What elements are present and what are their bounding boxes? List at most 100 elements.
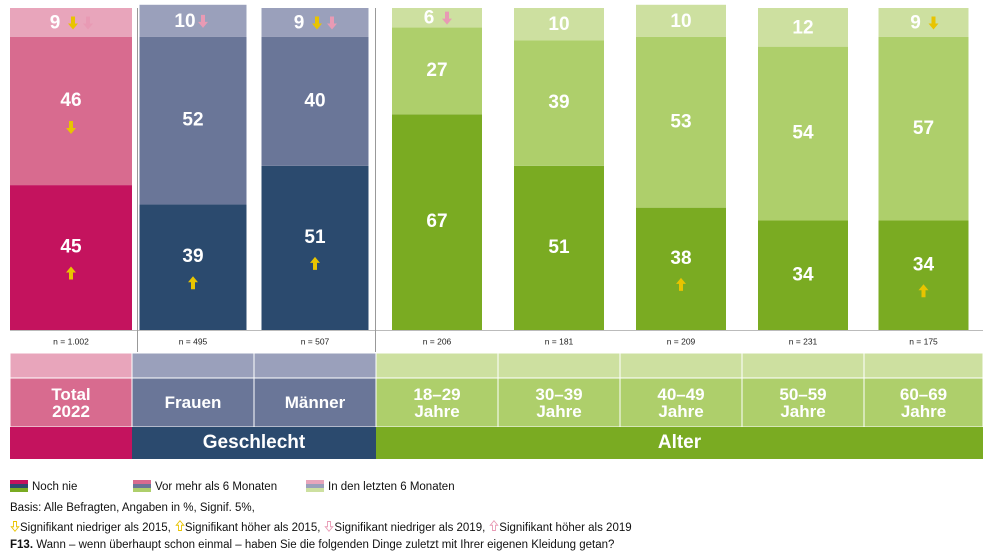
legend-item: Noch nie (10, 480, 77, 493)
question-id: F13. (10, 539, 34, 551)
n-label: n = 507 (301, 336, 330, 346)
basis: Basis: Alle Befragten, Angaben in %, Sig… (10, 502, 255, 514)
bar-segment (392, 114, 482, 330)
legend-label: Vor mehr als 6 Monaten (155, 481, 277, 493)
value-label: 12 (792, 17, 813, 38)
question: F13. Wann – wenn überhaupt schon einmal … (10, 539, 614, 551)
value-label: 51 (548, 237, 570, 258)
value-label: 39 (548, 92, 569, 113)
legend-swatch (306, 480, 324, 484)
bar-segment (758, 220, 848, 330)
significance-arrow (676, 277, 686, 291)
category-label: 60–69 Jahre (899, 384, 948, 421)
category-label: Total 2022 (51, 384, 91, 421)
bar-segment (514, 40, 604, 166)
value-label: 52 (182, 110, 203, 131)
table-cell (619, 352, 743, 379)
significance-arrow (442, 11, 452, 25)
table-cell (253, 352, 377, 379)
bar-segment (878, 220, 969, 330)
n-label: n = 181 (545, 336, 574, 346)
legend-label: In den letzten 6 Monaten (328, 481, 455, 493)
significance-arrow (198, 14, 208, 28)
legend-arrow (10, 521, 20, 532)
bar-segment (636, 207, 726, 330)
table-cell (253, 377, 377, 428)
table-cell (131, 352, 255, 379)
value-label: 38 (670, 248, 691, 269)
significance-legend-label: Signifikant höher als 2015, (184, 522, 321, 534)
bar-segment (878, 36, 969, 221)
bar-segment (758, 46, 848, 221)
significance-arrow (10, 521, 20, 532)
table-cell (375, 352, 499, 379)
table-cell (132, 427, 376, 459)
question-text: Wann – wenn überhaupt schon einmal – hab… (36, 539, 615, 551)
significance-arrow (312, 16, 322, 30)
significance-legend-label: Signifikant niedriger als 2015, (20, 522, 171, 534)
table-cell (376, 427, 983, 459)
value-label: 67 (426, 211, 447, 232)
value-label: 10 (174, 11, 195, 32)
category-label: Männer (284, 393, 346, 412)
category-label: Frauen (164, 393, 222, 412)
legend-arrow (489, 520, 500, 531)
bar-segment (878, 8, 969, 37)
table-cell (9, 377, 133, 428)
significance-legend: Signifikant niedriger als 2015, Signifika… (10, 520, 636, 534)
significance-arrow (324, 521, 335, 532)
value-label: 10 (670, 11, 691, 32)
category-label: 18–29 Jahre (413, 384, 461, 421)
group-label: Geschlecht (202, 432, 306, 453)
n-label: n = 495 (179, 336, 208, 346)
legend-swatch (133, 484, 151, 488)
legend-swatch (10, 484, 28, 488)
significance-arrow (928, 16, 939, 30)
n-label: n = 1.002 (53, 336, 89, 346)
legend-arrow (175, 520, 185, 531)
significance-arrow (83, 16, 93, 30)
legend-swatch (306, 484, 324, 488)
value-label: 9 (50, 13, 61, 34)
value-label: 34 (913, 254, 935, 275)
legend-swatch (133, 488, 151, 492)
value-label: 6 (424, 8, 435, 29)
value-label: 54 (792, 123, 814, 144)
table-cell (10, 427, 132, 459)
bar-segment (758, 8, 848, 47)
legend-label: Noch nie (32, 481, 77, 493)
value-label: 46 (60, 90, 81, 111)
value-label: 53 (670, 111, 691, 132)
bar-segment (139, 36, 247, 205)
legend-item: Vor mehr als 6 Monaten (133, 480, 277, 493)
bar-segment (261, 165, 369, 330)
table-cell (863, 377, 984, 428)
legend-swatch (133, 480, 151, 484)
bar-segment (139, 204, 247, 330)
bar-segment (392, 8, 482, 28)
bar-segment (636, 4, 726, 37)
value-label: 27 (426, 60, 447, 81)
bar-segment (10, 36, 132, 186)
bar-segment (139, 4, 247, 37)
legend-swatch (10, 488, 28, 492)
significance-arrow (310, 256, 320, 270)
significance-arrow (68, 16, 78, 30)
legend-swatch (10, 480, 28, 484)
value-label: 9 (910, 13, 921, 34)
significance-arrow (66, 121, 76, 135)
value-label: 39 (182, 246, 203, 267)
bar-segment (514, 8, 604, 41)
table-cell (497, 377, 621, 428)
group-label: Alter (657, 432, 702, 453)
n-label: n = 175 (909, 336, 938, 346)
bar-segment (261, 36, 369, 166)
significance-arrow (188, 276, 198, 290)
bar-segment (392, 27, 482, 115)
significance-arrow (918, 284, 929, 298)
significance-legend-label: Signifikant niedriger als 2019, (334, 522, 486, 534)
table-cell (131, 377, 255, 428)
significance-arrow (489, 520, 500, 531)
value-label: 40 (304, 90, 325, 111)
